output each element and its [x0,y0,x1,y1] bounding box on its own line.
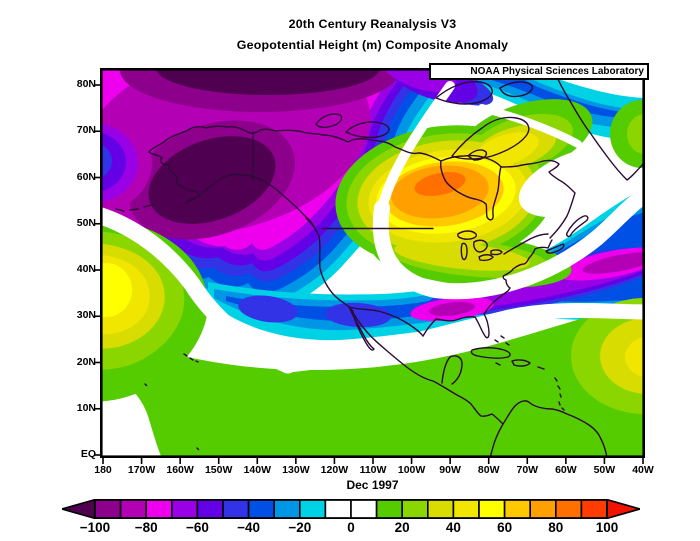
lon-tick-label: 110W [359,464,387,476]
lon-tick-label: 130W [282,464,310,476]
colorbar-label: −60 [185,520,209,535]
colorbar-label: −100 [79,520,111,535]
colorbar-segment [554,499,583,519]
colorbar-label: 20 [394,520,410,535]
colorbar-segment [94,499,122,519]
page-title: 20th Century Reanalysis V3 [288,17,457,31]
lon-tick-label: 180 [94,464,112,476]
colorbar-segment [350,499,378,519]
colorbar-segment [580,499,608,519]
lon-tick-label: 80W [477,464,500,476]
lon-tick-label: 170W [127,464,156,476]
colorbar-segment [426,499,455,519]
colorbar-label: −80 [134,520,158,535]
colorbar-segment [247,499,276,519]
colorbar-segment [196,499,224,519]
lon-tick-label: 70W [516,464,539,476]
lat-tick-label: 40N [76,263,96,275]
colorbar-segment [145,499,173,519]
axis-ticks [94,84,644,464]
lon-tick-label: 160W [166,464,194,476]
lat-tick-label: 60N [76,170,96,183]
colorbar-segment [503,499,532,519]
lat-tick-label: 30N [76,309,96,322]
colorbar-segment [171,499,199,519]
colorbar-label: 100 [595,520,619,535]
colorbar [62,499,640,519]
colorbar-label: 40 [445,520,461,535]
lon-tick-label: 140W [243,464,272,476]
lat-tick-label: EQ [80,448,96,460]
coastlines [115,68,645,458]
lat-tick-label: 70N [76,124,96,137]
map-canvas [94,67,646,464]
colorbar-right-arrow-icon [606,499,640,519]
map-frame [99,67,646,458]
colorbar-segment [401,499,429,519]
period-label: Dec 1997 [346,478,399,492]
colorbar-segment [273,499,301,519]
lon-tick-label: 50W [593,464,616,476]
colorbar-segment [478,499,506,519]
colorbar-segment [119,499,147,519]
colorbar-left-arrow-icon [62,499,96,519]
lon-tick-label: 100W [397,464,426,476]
colorbar-label: 80 [548,520,564,535]
lon-tick-label: 60W [555,464,577,476]
colorbar-label: 60 [497,520,513,535]
lat-tick-label: 50N [76,216,96,229]
lat-tick-label: 20N [76,355,96,368]
page-subtitle: Geopotential Height (m) Composite Anomal… [236,38,509,52]
lon-tick-label: 40W [632,464,654,476]
colorbar-segment [452,499,480,519]
anomaly-field [100,68,645,458]
colorbar-segment [375,499,404,519]
colorbar-segment [324,499,352,519]
colorbar-label: −40 [237,520,261,535]
colorbar-segment [299,499,327,519]
lat-tick-label: 80N [76,78,96,90]
lat-tick-label: 10N [76,401,96,414]
colorbar-segment [529,499,557,519]
colorbar-segment [222,499,250,519]
noaa-credit-badge: NOAA Physical Sciences Laboratory [429,63,649,80]
colorbar-label: −20 [288,520,312,535]
colorbar-label: 0 [347,520,355,535]
lon-tick-label: 90W [439,464,461,476]
lon-tick-label: 120W [320,464,349,476]
lon-tick-label: 150W [204,464,233,476]
